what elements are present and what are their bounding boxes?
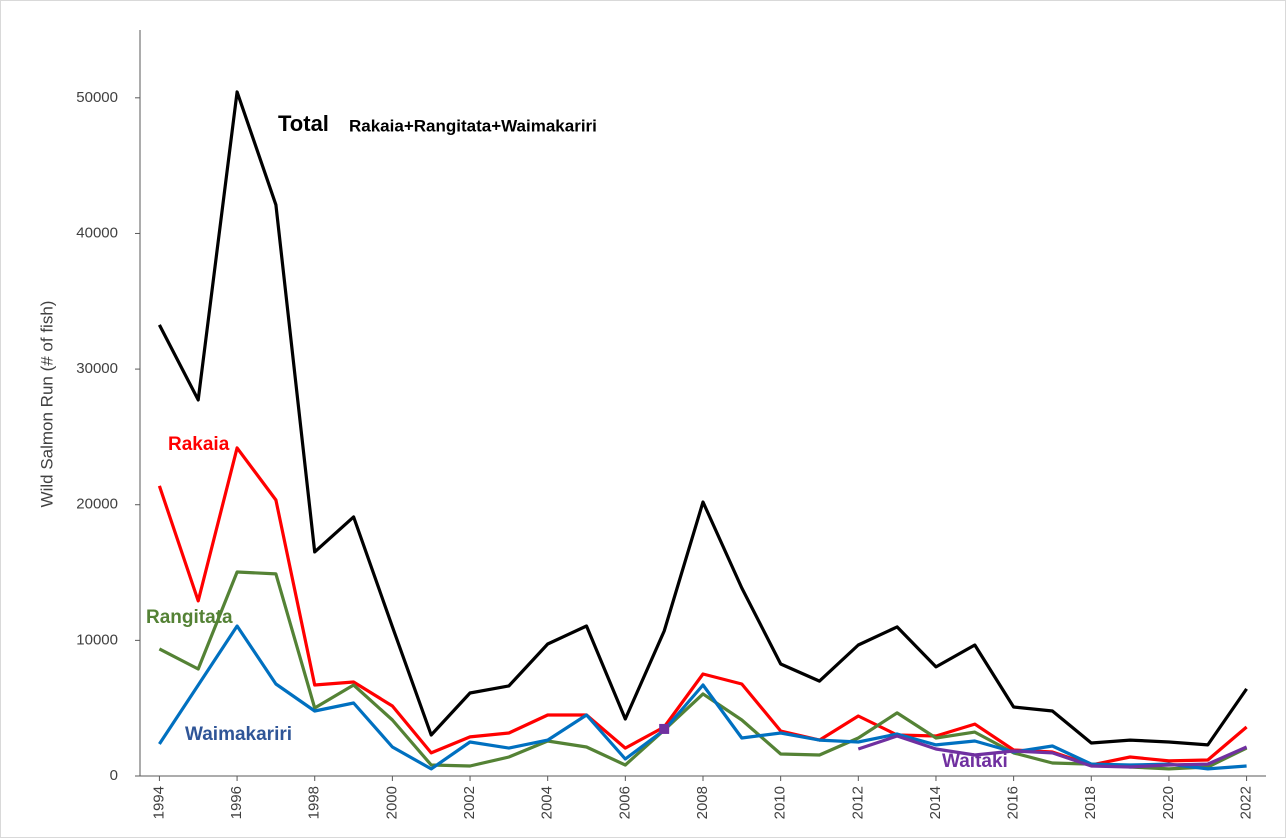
y-tick-label: 10000 [76,631,118,648]
series-label: Waitaki [942,751,1008,772]
series-label: Rakaia [168,434,230,455]
point-marker [659,723,670,734]
series-label: Waimakariri [185,724,292,745]
x-tick-label: 2006 [616,786,633,819]
y-axis-label: Wild Salmon Run (# of fish) [37,301,56,508]
y-tick-label: 30000 [76,360,118,377]
x-tick-label: 2000 [383,786,400,819]
x-tick-label: 2020 [1160,786,1177,819]
x-tick-label: 2008 [694,786,711,819]
series-line [857,734,1248,769]
x-tick-label: 2002 [461,786,478,819]
x-tick-label: 2014 [927,786,944,819]
series-line [158,624,1247,771]
x-tick-label: 1996 [228,786,245,819]
x-tick-label: 2016 [1005,786,1022,819]
x-tick-label: 2018 [1082,786,1099,819]
y-tick-label: 40000 [76,224,118,241]
annotation: Rakaia+Rangitata+Waimakariri [349,116,597,135]
x-tick-label: 1994 [150,786,167,819]
series-label: Rangitata [146,607,233,628]
y-tick-label: 20000 [76,496,118,513]
x-tick-label: 2012 [849,786,866,819]
x-tick-label: 1998 [306,786,323,819]
x-tick-label: 2004 [539,786,556,819]
series-label: Total [278,111,329,136]
x-tick-label: 2022 [1238,786,1255,819]
x-tick-label: 2010 [772,786,789,819]
series-line [158,570,1248,771]
y-tick-label: 0 [110,767,118,784]
y-tick-label: 50000 [76,89,118,106]
series-line [157,90,1248,747]
